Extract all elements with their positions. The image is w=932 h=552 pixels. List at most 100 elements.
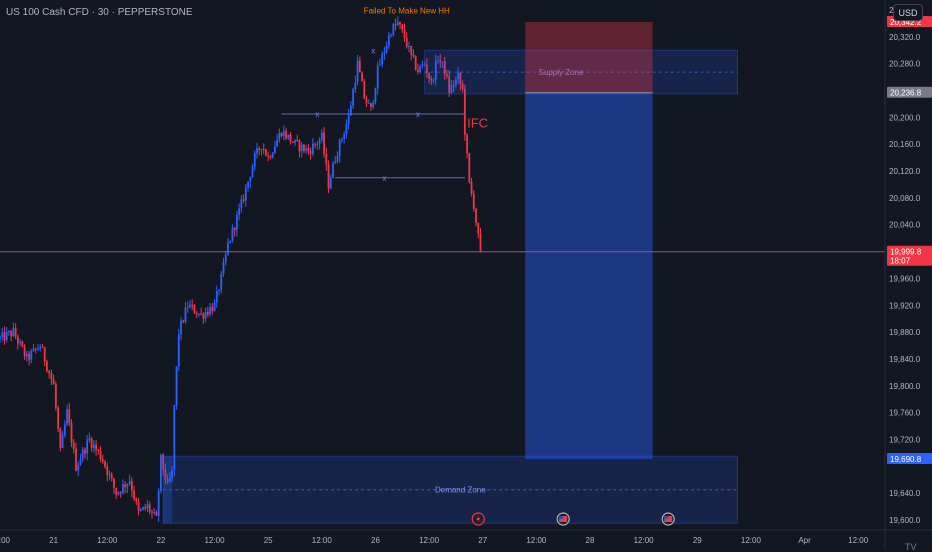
candle-body — [59, 428, 62, 448]
lightning-glyph — [476, 515, 481, 523]
candle-body — [267, 155, 270, 157]
x-tick-label: 12:00 — [205, 536, 226, 545]
candle-body — [479, 233, 482, 252]
candle-body — [291, 141, 294, 143]
candle-body — [345, 124, 348, 134]
candle-body — [191, 304, 194, 306]
demand-zone-box[interactable] — [162, 455, 739, 524]
candle-body — [265, 149, 267, 156]
candle-body — [280, 133, 283, 137]
x-tick-label: 12:00 — [526, 536, 547, 545]
candle-body — [432, 80, 435, 82]
flag-canton — [559, 516, 564, 519]
x-tick-label: 12:00 — [97, 536, 118, 545]
x-tick-label: 25 — [264, 536, 273, 545]
candle-body — [195, 313, 198, 315]
candle-body — [70, 422, 73, 443]
candle-body — [417, 69, 419, 73]
candle-body — [84, 449, 86, 454]
candle-body — [289, 134, 292, 142]
candle-body — [477, 222, 480, 234]
candle-body — [231, 227, 234, 241]
ifc-label: IFC — [467, 115, 488, 130]
candle-body — [405, 37, 408, 47]
candle-body — [358, 60, 361, 73]
candle-body — [269, 156, 272, 158]
candle-body — [247, 181, 249, 188]
candle-body — [307, 148, 310, 152]
candle-body — [151, 511, 153, 513]
candle-body — [128, 481, 131, 484]
candle-body — [338, 139, 341, 157]
zone-label: Supply Zone — [539, 68, 584, 77]
y-tick-label: 19,800.0 — [889, 382, 921, 391]
candle-body — [133, 490, 135, 500]
candle-body — [32, 348, 35, 352]
candle-body — [367, 103, 370, 105]
currency-button[interactable]: USD — [893, 4, 923, 21]
candle-body — [390, 35, 392, 37]
candle-body — [401, 24, 404, 30]
candle-body — [329, 177, 332, 189]
candle-body — [135, 499, 138, 502]
candle-body — [227, 242, 229, 255]
candle-body — [316, 143, 319, 145]
candle-body — [193, 305, 196, 314]
candle-body — [166, 479, 169, 482]
candle-body — [137, 501, 140, 511]
x-tick-label: 12:00 — [848, 536, 869, 545]
candle-body — [177, 334, 180, 367]
candle-body — [414, 56, 417, 70]
candle-body — [104, 461, 106, 467]
candle-body — [148, 504, 151, 512]
candle-body — [323, 132, 325, 154]
take-profit-box[interactable] — [525, 92, 653, 460]
price-tag-label: 19,999.8 — [890, 248, 922, 257]
candle-body — [117, 492, 120, 495]
candle-body — [383, 52, 386, 55]
candle-body — [28, 353, 30, 360]
candle-body — [374, 88, 377, 103]
candle-body — [379, 64, 381, 66]
y-tick-label: 20,320.0 — [889, 33, 921, 42]
candle-body — [396, 22, 399, 25]
y-tick-label: 19,840.0 — [889, 355, 921, 364]
candle-body — [336, 156, 339, 162]
flag-canton — [664, 516, 669, 519]
stop-loss-box[interactable] — [525, 22, 653, 93]
demand-zone-edge — [163, 456, 173, 524]
candle-body — [139, 509, 142, 511]
candle-body — [157, 490, 160, 516]
price-tag-label: 19,690.8 — [890, 455, 922, 464]
candle-body — [361, 72, 363, 82]
y-tick-label: 19,640.0 — [889, 489, 921, 498]
candle-body — [75, 448, 77, 471]
candle-body — [99, 450, 102, 460]
candle-body — [410, 45, 413, 55]
x-tick-label: Apr — [798, 536, 811, 545]
candle-body — [213, 302, 216, 312]
candle-body — [347, 115, 350, 125]
candle-body — [66, 409, 68, 425]
candle-body — [294, 139, 296, 143]
x-tick-label: 28 — [586, 536, 595, 545]
candle-body — [439, 60, 442, 62]
structure-marker: x — [416, 110, 420, 119]
candle-body — [240, 199, 243, 209]
candle-body — [475, 209, 477, 223]
candle-body — [242, 199, 245, 201]
structure-marker: x — [371, 46, 375, 55]
candle-body — [233, 227, 236, 231]
candle-body — [334, 161, 337, 163]
candle-body — [19, 341, 22, 344]
candle-body — [211, 307, 214, 312]
candle-body — [376, 65, 379, 89]
symbol-title[interactable]: US 100 Cash CFD · 30 · PEPPERSTONE — [6, 7, 193, 18]
candle-body — [204, 311, 207, 319]
candle-body — [472, 193, 475, 210]
candle-body — [57, 407, 60, 429]
candle-body — [5, 331, 8, 341]
candle-body — [327, 164, 330, 189]
